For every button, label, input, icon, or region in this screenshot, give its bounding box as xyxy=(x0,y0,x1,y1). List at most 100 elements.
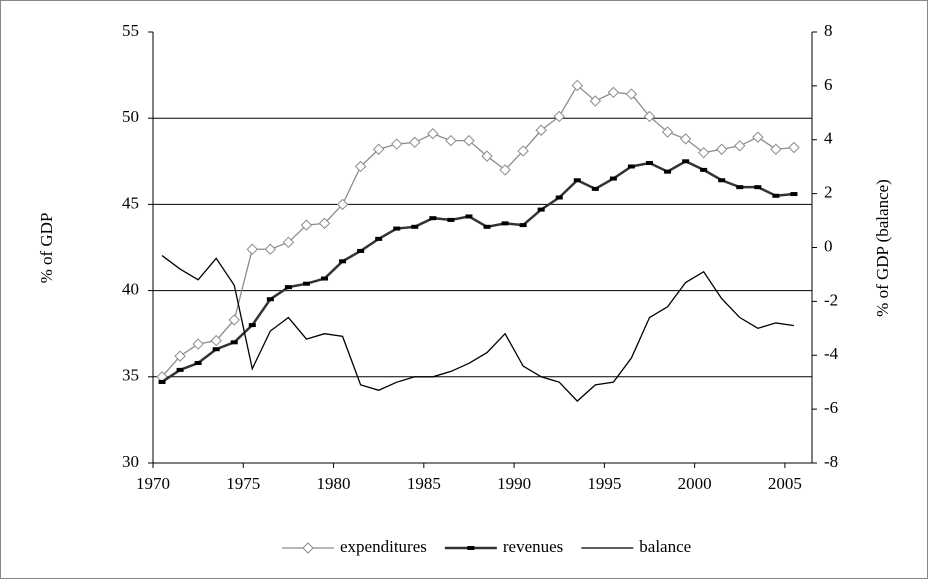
dash-marker xyxy=(573,178,581,183)
diamond-marker xyxy=(661,126,674,138)
y2-tick-label: 4 xyxy=(824,129,833,148)
dash-marker xyxy=(230,340,238,345)
dash-marker xyxy=(375,236,383,241)
diamond-marker xyxy=(264,243,277,255)
x-tick-label: 1990 xyxy=(497,474,531,493)
y-tick-label: 40 xyxy=(122,280,139,299)
y-tick-label: 55 xyxy=(122,21,139,40)
dash-marker xyxy=(429,216,437,221)
x-tick-label: 1995 xyxy=(587,474,621,493)
x-tick-label: 2005 xyxy=(768,474,802,493)
diamond-marker xyxy=(481,150,493,162)
diamond-marker xyxy=(192,338,204,350)
diamond-marker xyxy=(734,140,746,152)
y2-tick-label: 8 xyxy=(824,21,833,40)
diamond-marker xyxy=(228,314,240,326)
dash-marker xyxy=(519,223,527,228)
y-tick-label: 35 xyxy=(122,366,139,385)
dash-marker xyxy=(465,214,473,219)
dash-marker xyxy=(537,207,545,212)
diamond-marker xyxy=(553,110,565,123)
diamond-marker xyxy=(499,164,511,176)
y2-tick-label: -4 xyxy=(824,344,839,363)
legend-label: balance xyxy=(639,537,691,556)
diamond-marker xyxy=(571,79,583,92)
dash-marker xyxy=(501,221,509,226)
dash-marker xyxy=(284,285,292,290)
dash-marker xyxy=(176,367,184,372)
diamond-marker xyxy=(409,136,421,149)
legend-marker xyxy=(467,546,475,550)
x-tick-label: 2000 xyxy=(678,474,712,493)
dash-marker xyxy=(700,167,708,172)
y2-tick-label: 0 xyxy=(824,236,833,255)
y-tick-label: 50 xyxy=(122,107,139,126)
diamond-marker xyxy=(625,88,638,100)
dash-marker xyxy=(339,259,347,264)
y-tick-label: 30 xyxy=(122,452,139,471)
dash-marker xyxy=(194,361,202,366)
dash-marker xyxy=(447,217,455,222)
legend-label: revenues xyxy=(503,537,563,556)
diamond-marker xyxy=(535,124,547,136)
diamond-marker xyxy=(589,95,602,107)
dash-marker xyxy=(321,276,329,281)
dash-marker xyxy=(357,248,365,253)
diamond-marker xyxy=(517,145,529,157)
y2-tick-label: -6 xyxy=(824,398,838,417)
dash-marker xyxy=(266,297,274,302)
diamond-marker xyxy=(300,219,313,231)
diamond-marker xyxy=(697,146,710,159)
dash-marker xyxy=(627,164,635,169)
diamond-marker xyxy=(354,160,367,173)
x-tick-label: 1975 xyxy=(226,474,260,493)
diamond-marker xyxy=(445,134,457,147)
x-tick-label: 1970 xyxy=(136,474,170,493)
diamond-marker xyxy=(336,198,349,211)
dash-marker xyxy=(483,224,491,229)
diamond-marker xyxy=(643,110,656,123)
dash-marker xyxy=(393,226,401,231)
y2-tick-label: -2 xyxy=(824,290,838,309)
series-line xyxy=(161,255,795,402)
diamond-marker xyxy=(607,86,620,99)
diamond-marker xyxy=(174,350,186,362)
diamond-marker xyxy=(246,243,259,255)
diamond-marker xyxy=(210,334,222,347)
dash-marker xyxy=(718,178,726,183)
y-axis-label: % of GDP xyxy=(37,213,56,284)
diamond-marker xyxy=(679,133,692,145)
y-tick-label: 45 xyxy=(122,193,139,212)
legend-marker xyxy=(302,542,314,554)
dash-marker xyxy=(754,185,762,190)
dash-marker xyxy=(682,159,690,164)
dash-marker xyxy=(248,323,256,328)
diamond-marker xyxy=(463,134,475,147)
diamond-marker xyxy=(427,128,439,140)
y2-tick-label: 2 xyxy=(824,183,833,202)
x-tick-label: 1980 xyxy=(317,474,351,493)
legend-label: expenditures xyxy=(340,537,427,556)
dash-marker xyxy=(555,195,563,200)
diamond-marker xyxy=(372,143,385,155)
diamond-marker xyxy=(282,236,295,249)
diamond-marker xyxy=(391,138,403,150)
x-tick-label: 1985 xyxy=(407,474,441,493)
dash-marker xyxy=(158,379,166,384)
diamond-marker xyxy=(716,143,728,155)
y2-tick-label: 6 xyxy=(824,75,833,94)
dash-marker xyxy=(591,186,599,191)
dash-marker xyxy=(609,176,617,181)
dash-marker xyxy=(302,281,310,286)
dash-marker xyxy=(411,224,419,229)
diamond-marker xyxy=(788,141,800,154)
dash-marker xyxy=(772,193,780,198)
y2-tick-label: -8 xyxy=(824,452,838,471)
dash-marker xyxy=(736,185,744,190)
dash-marker xyxy=(790,192,798,197)
dash-marker xyxy=(664,169,672,174)
dash-marker xyxy=(646,161,654,166)
diamond-marker xyxy=(770,143,782,155)
